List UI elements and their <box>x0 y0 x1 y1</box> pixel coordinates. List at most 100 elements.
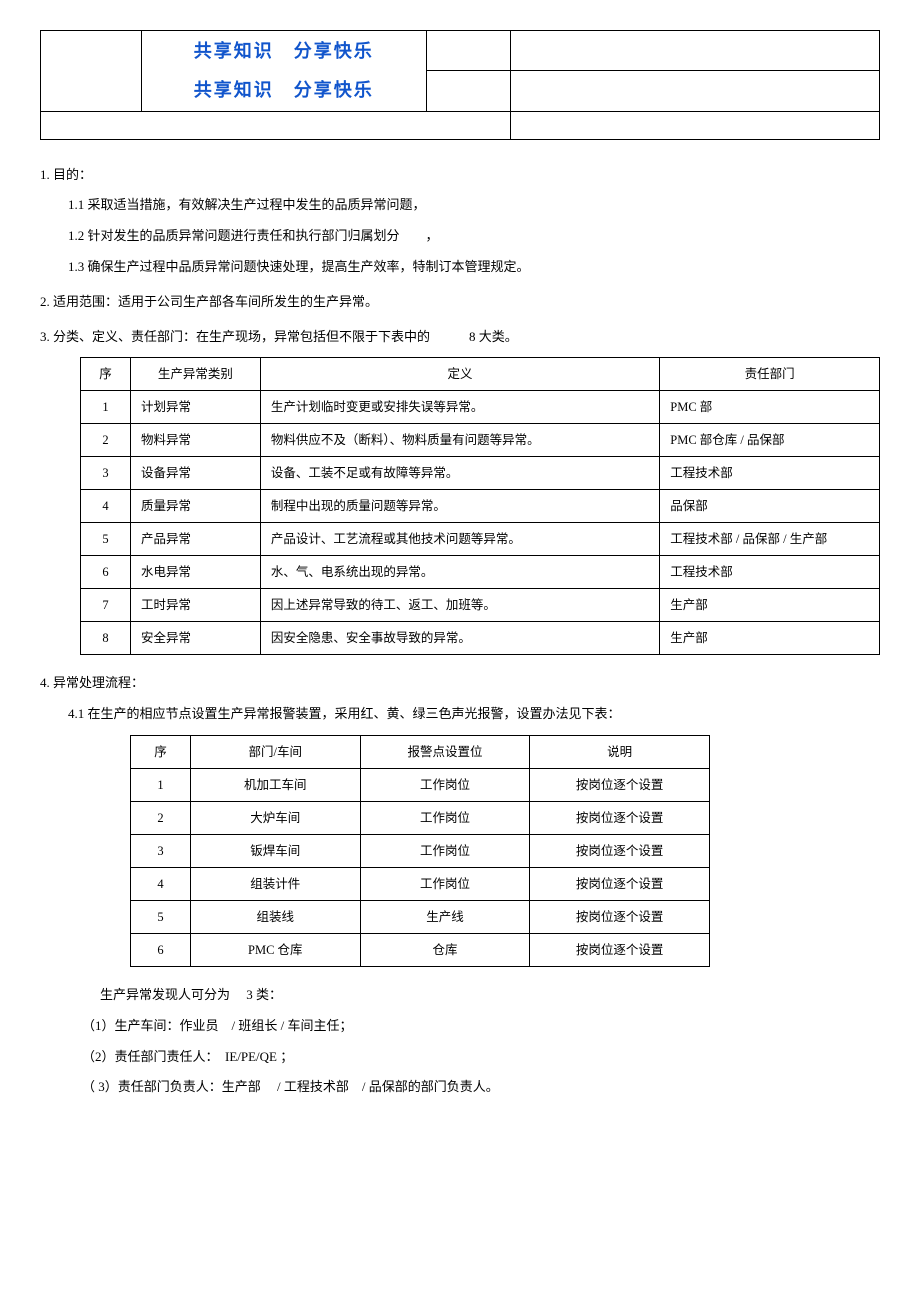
t2-r4-n: 5 <box>131 900 191 933</box>
t1-r1-n: 2 <box>81 424 131 457</box>
t1-r6-def: 因上述异常导致的待工、返工、加班等。 <box>260 589 659 622</box>
t2-r0-note: 按岗位逐个设置 <box>530 768 710 801</box>
t1-r3-n: 4 <box>81 490 131 523</box>
t2-h2: 部门/车间 <box>190 735 360 768</box>
t1-r6-dept: 生产部 <box>660 589 880 622</box>
header-title-1: 共享知识 分享快乐 <box>152 37 416 66</box>
t1-r2-def: 设备、工装不足或有故障等异常。 <box>260 457 659 490</box>
table-row: 6 水电异常 水、气、电系统出现的异常。 工程技术部 <box>81 556 880 589</box>
table-row: 5 产品异常 产品设计、工艺流程或其他技术问题等异常。 工程技术部 / 品保部 … <box>81 523 880 556</box>
t1-r1-cat: 物料异常 <box>130 424 260 457</box>
t2-r3-pos: 工作岗位 <box>360 867 530 900</box>
t2-r5-note: 按岗位逐个设置 <box>530 933 710 966</box>
t1-r6-n: 7 <box>81 589 131 622</box>
t2-r2-n: 3 <box>131 834 191 867</box>
header-right-cell-2 <box>510 71 879 111</box>
t2-r0-dept: 机加工车间 <box>190 768 360 801</box>
t2-r2-dept: 钣焊车间 <box>190 834 360 867</box>
section-4: 4. 异常处理流程： <box>40 673 880 694</box>
finder-3: （ 3）责任部门负责人：生产部 / 工程技术部 / 品保部的部门负责人。 <box>40 1077 880 1098</box>
t1-r0-n: 1 <box>81 391 131 424</box>
t2-r0-pos: 工作岗位 <box>360 768 530 801</box>
t1-r2-dept: 工程技术部 <box>660 457 880 490</box>
t1-r4-cat: 产品异常 <box>130 523 260 556</box>
header-title-2: 共享知识 分享快乐 <box>152 76 416 105</box>
category-table: 序 生产异常类别 定义 责任部门 1 计划异常 生产计划临时变更或安排失误等异常… <box>80 357 880 655</box>
t1-h1: 序 <box>81 358 131 391</box>
finder-intro: 生产异常发现人可分为 3 类： <box>40 985 880 1006</box>
t1-h2: 生产异常类别 <box>130 358 260 391</box>
t1-r4-def: 产品设计、工艺流程或其他技术问题等异常。 <box>260 523 659 556</box>
t2-h4: 说明 <box>530 735 710 768</box>
t2-r5-n: 6 <box>131 933 191 966</box>
t2-r5-pos: 仓库 <box>360 933 530 966</box>
header-title-cell-1: 共享知识 分享快乐 共享知识 分享快乐 <box>141 31 426 112</box>
t1-r3-dept: 品保部 <box>660 490 880 523</box>
table-row: 2 大炉车间 工作岗位 按岗位逐个设置 <box>131 801 710 834</box>
t1-r0-cat: 计划异常 <box>130 391 260 424</box>
t1-r4-n: 5 <box>81 523 131 556</box>
section-4-1: 4.1 在生产的相应节点设置生产异常报警装置，采用红、黄、绿三色声光报警，设置办… <box>40 704 880 725</box>
table-row: 3 设备异常 设备、工装不足或有故障等异常。 工程技术部 <box>81 457 880 490</box>
t1-r7-def: 因安全隐患、安全事故导致的异常。 <box>260 622 659 655</box>
table-row: 7 工时异常 因上述异常导致的待工、返工、加班等。 生产部 <box>81 589 880 622</box>
t1-r6-cat: 工时异常 <box>130 589 260 622</box>
section-1-title: 1. 目的： <box>40 165 880 186</box>
t1-r1-dept: PMC 部仓库 / 品保部 <box>660 424 880 457</box>
t1-r5-n: 6 <box>81 556 131 589</box>
t2-r4-dept: 组装线 <box>190 900 360 933</box>
t1-r3-def: 制程中出现的质量问题等异常。 <box>260 490 659 523</box>
header-right-cell-1 <box>510 31 879 71</box>
t2-r0-n: 1 <box>131 768 191 801</box>
t2-r1-note: 按岗位逐个设置 <box>530 801 710 834</box>
t2-r4-note: 按岗位逐个设置 <box>530 900 710 933</box>
table-row: 2 物料异常 物料供应不及（断料）、物料质量有问题等异常。 PMC 部仓库 / … <box>81 424 880 457</box>
table-row: 1 机加工车间 工作岗位 按岗位逐个设置 <box>131 768 710 801</box>
t1-r0-def: 生产计划临时变更或安排失误等异常。 <box>260 391 659 424</box>
header-bottom-left <box>41 111 511 139</box>
t1-h4: 责任部门 <box>660 358 880 391</box>
t1-r3-cat: 质量异常 <box>130 490 260 523</box>
section-1-3: 1.3 确保生产过程中品质异常问题快速处理，提高生产效率，特制订本管理规定。 <box>40 257 880 278</box>
t2-r4-pos: 生产线 <box>360 900 530 933</box>
section-1-1: 1.1 采取适当措施，有效解决生产过程中发生的品质异常问题， <box>40 195 880 216</box>
alarm-table: 序 部门/车间 报警点设置位 说明 1 机加工车间 工作岗位 按岗位逐个设置 2… <box>130 735 710 967</box>
finder-1: （1）生产车间：作业员 / 班组长 / 车间主任； <box>40 1016 880 1037</box>
t2-r1-n: 2 <box>131 801 191 834</box>
t1-r2-n: 3 <box>81 457 131 490</box>
finder-2: （2）责任部门责任人： IE/PE/QE ； <box>40 1047 880 1068</box>
section-3: 3. 分类、定义、责任部门：在生产现场，异常包括但不限于下表中的 8 大类。 <box>40 327 880 348</box>
t2-r1-dept: 大炉车间 <box>190 801 360 834</box>
header-mid-cell-1 <box>426 31 510 71</box>
t2-r3-dept: 组装计件 <box>190 867 360 900</box>
t1-r2-cat: 设备异常 <box>130 457 260 490</box>
table-row: 4 组装计件 工作岗位 按岗位逐个设置 <box>131 867 710 900</box>
table-row: 1 计划异常 生产计划临时变更或安排失误等异常。 PMC 部 <box>81 391 880 424</box>
header-mid-cell-2 <box>426 71 510 111</box>
t1-r7-dept: 生产部 <box>660 622 880 655</box>
t1-r5-dept: 工程技术部 <box>660 556 880 589</box>
section-2: 2. 适用范围：适用于公司生产部各车间所发生的生产异常。 <box>40 292 880 313</box>
header-table: 共享知识 分享快乐 共享知识 分享快乐 <box>40 30 880 140</box>
table-row: 8 安全异常 因安全隐患、安全事故导致的异常。 生产部 <box>81 622 880 655</box>
t1-r4-dept: 工程技术部 / 品保部 / 生产部 <box>660 523 880 556</box>
t1-h3: 定义 <box>260 358 659 391</box>
table-row: 6 PMC 仓库 仓库 按岗位逐个设置 <box>131 933 710 966</box>
t1-r7-n: 8 <box>81 622 131 655</box>
t2-r2-note: 按岗位逐个设置 <box>530 834 710 867</box>
header-left-cell <box>41 31 142 112</box>
section-1-2: 1.2 针对发生的品质异常问题进行责任和执行部门归属划分 ， <box>40 226 880 247</box>
t1-r0-dept: PMC 部 <box>660 391 880 424</box>
t1-r7-cat: 安全异常 <box>130 622 260 655</box>
t2-h1: 序 <box>131 735 191 768</box>
table-row: 4 质量异常 制程中出现的质量问题等异常。 品保部 <box>81 490 880 523</box>
header-bottom-right <box>510 111 879 139</box>
t2-r2-pos: 工作岗位 <box>360 834 530 867</box>
t1-r5-cat: 水电异常 <box>130 556 260 589</box>
table-row: 5 组装线 生产线 按岗位逐个设置 <box>131 900 710 933</box>
t2-r1-pos: 工作岗位 <box>360 801 530 834</box>
table-row: 3 钣焊车间 工作岗位 按岗位逐个设置 <box>131 834 710 867</box>
t2-h3: 报警点设置位 <box>360 735 530 768</box>
t2-r3-note: 按岗位逐个设置 <box>530 867 710 900</box>
t1-r1-def: 物料供应不及（断料）、物料质量有问题等异常。 <box>260 424 659 457</box>
